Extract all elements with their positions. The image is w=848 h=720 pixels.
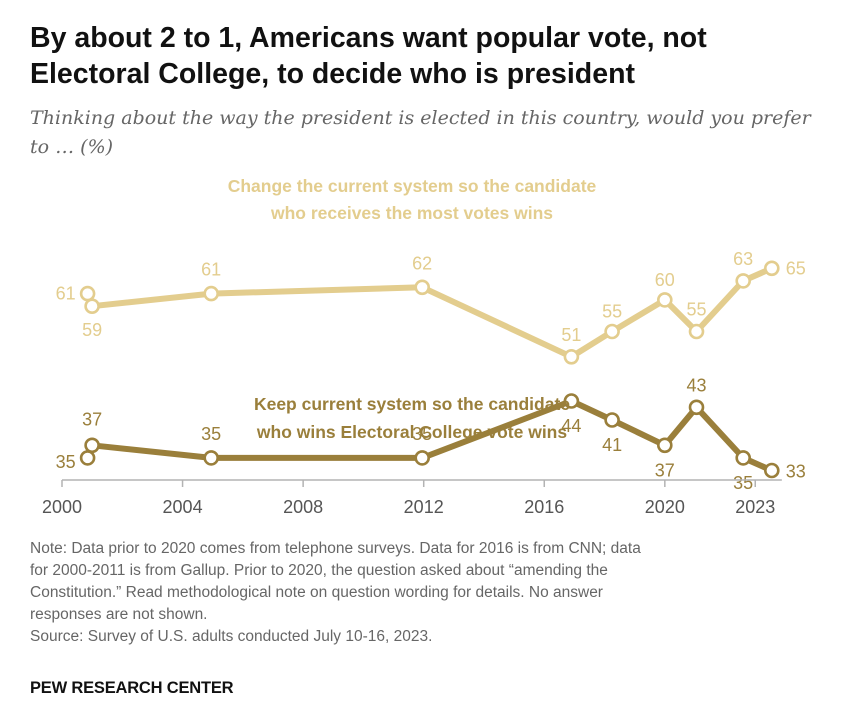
data-point-marker [79,285,96,302]
data-point-marker [563,349,580,365]
note-line: Constitution.” Read methodological note … [30,584,603,601]
x-tick-label: 2016 [524,497,564,517]
data-label: 33 [786,462,806,482]
x-tick-label: 2023 [735,497,775,517]
data-label: 65 [786,258,806,278]
data-label: 37 [655,460,675,480]
series-label: Keep current system so the candidate [254,394,570,414]
chart-note: Note: Data prior to 2020 comes from tele… [30,538,820,648]
data-point-marker [79,450,96,466]
x-tick-label: 2020 [645,497,685,517]
source-prefix: Source: [30,628,88,645]
data-point-marker [414,279,431,296]
data-point-marker [656,292,673,308]
data-label: 59 [82,320,102,340]
x-tick-label: 2012 [404,497,444,517]
note-line: Note: Data prior to 2020 comes from tele… [30,540,641,557]
data-label: 35 [412,424,432,444]
data-label: 35 [733,473,753,493]
data-label: 44 [561,416,581,436]
data-point-marker [656,437,673,454]
data-label: 63 [733,249,753,269]
chart-subtitle: Thinking about the way the president is … [30,107,811,158]
data-label: 35 [56,452,76,472]
data-point-marker [688,323,705,340]
data-point-marker [763,260,780,277]
x-tick-label: 2008 [283,497,323,517]
note-line: responses are not shown. [30,606,208,623]
source-text: Survey of U.S. adults conducted July 10-… [87,628,433,645]
data-point-marker [203,450,219,466]
source-line: Source: Survey of U.S. adults conducted … [30,626,820,648]
data-label: 51 [561,325,581,345]
data-label: 55 [686,300,706,320]
data-point-marker [604,412,620,428]
data-point-marker [414,450,431,466]
publisher-logo: PEW RESEARCH CENTER [30,679,234,697]
data-label: 35 [201,424,221,444]
data-point-marker [735,450,752,466]
data-point-marker [84,437,100,454]
series-label: who wins Electoral College vote wins [256,422,567,442]
data-point-marker [688,399,705,416]
data-point-marker [763,462,780,479]
chart-title: By about 2 to 1, Americans want popular … [30,22,707,90]
data-label: 55 [602,302,622,322]
data-label: 60 [655,270,675,290]
data-point-marker [84,298,100,314]
data-point-marker [735,273,752,289]
x-tick-label: 2004 [163,497,203,517]
note-line: for 2000-2011 is from Gallup. Prior to 2… [30,562,608,579]
line-chart: 61 59 61 62 51 55 60 55 63 65 Change the current s… [42,176,806,517]
data-label: 62 [412,253,432,273]
series-label: who receives the most votes wins [270,203,553,223]
data-point-marker [604,323,620,340]
data-label: 61 [201,260,221,280]
data-label: 41 [602,435,622,455]
data-label: 37 [82,409,102,429]
data-point-marker [563,393,580,409]
data-label: 43 [686,375,706,395]
series-label: Change the current system so the candida… [228,176,597,196]
x-tick-label: 2000 [42,497,82,517]
data-label: 61 [56,284,76,304]
data-point-marker [203,285,219,302]
